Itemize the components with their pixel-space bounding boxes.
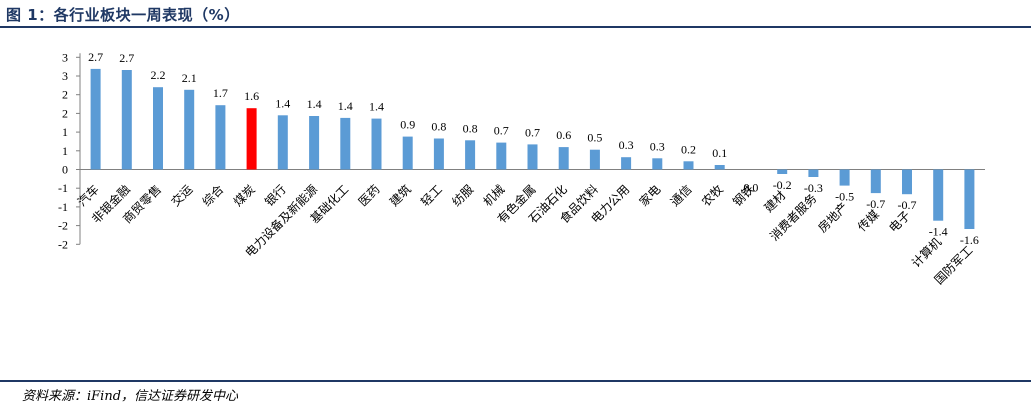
bar bbox=[277, 115, 288, 170]
category-label: 轻工 bbox=[418, 182, 445, 209]
y-tick-label: 2 bbox=[62, 88, 68, 102]
category-label: 综合 bbox=[199, 182, 227, 210]
bar bbox=[309, 116, 320, 170]
bar bbox=[340, 117, 351, 170]
data-label: 0.7 bbox=[494, 124, 509, 138]
data-label: 0.3 bbox=[619, 138, 634, 152]
bar bbox=[215, 105, 226, 170]
data-label: 0.6 bbox=[556, 128, 571, 142]
y-tick-label: 3 bbox=[62, 50, 68, 64]
y-tick-label: -1 bbox=[58, 181, 68, 195]
data-label: -0.7 bbox=[866, 197, 885, 211]
bars bbox=[90, 68, 975, 229]
data-label: 0.9 bbox=[400, 118, 415, 132]
data-label: 1.6 bbox=[244, 89, 259, 103]
category-label: 通信 bbox=[668, 182, 695, 209]
category-label: 建筑 bbox=[386, 182, 414, 210]
data-label: 0.3 bbox=[650, 139, 665, 153]
bar bbox=[683, 161, 694, 170]
data-label: 1.4 bbox=[275, 96, 290, 110]
category-label: 电子 bbox=[886, 208, 913, 235]
data-label: -0.3 bbox=[804, 181, 823, 195]
bar bbox=[90, 68, 101, 170]
bar bbox=[371, 118, 382, 170]
bar bbox=[246, 108, 257, 170]
y-tick-label: 0 bbox=[62, 163, 68, 177]
y-tick-label: 1 bbox=[62, 144, 68, 158]
y-tick-label: -2 bbox=[58, 219, 68, 233]
data-label: 2.1 bbox=[182, 71, 197, 85]
bar bbox=[714, 165, 725, 170]
data-label: 0.7 bbox=[525, 125, 540, 139]
data-label: -1.6 bbox=[960, 233, 979, 247]
y-tick-label: 2 bbox=[62, 106, 68, 120]
data-label: -0.7 bbox=[898, 198, 917, 212]
category-label: 计算机 bbox=[908, 234, 944, 270]
data-label: 1.4 bbox=[369, 100, 384, 114]
bar bbox=[589, 149, 600, 170]
data-label: 0.8 bbox=[463, 121, 478, 135]
category-label: 机械 bbox=[480, 182, 508, 210]
bar bbox=[964, 169, 975, 229]
data-label: 2.7 bbox=[88, 50, 103, 64]
y-tick-label: 1 bbox=[62, 125, 68, 139]
bar bbox=[121, 70, 132, 170]
data-label: 0.8 bbox=[431, 120, 446, 134]
bar bbox=[933, 169, 944, 221]
data-label: 0.1 bbox=[712, 146, 727, 160]
bar-chart: 3 3 2 2 1 1 0 -1 -1 -2 -2 2.7 2.7 2.2 2.1 1.7 1.6 1.4 1.4… bbox=[58, 50, 985, 287]
bar bbox=[496, 142, 507, 170]
data-label: 1.4 bbox=[338, 99, 353, 113]
source-note: 资料来源：iFind，信达证券研发中心 bbox=[22, 389, 239, 404]
category-label: 汽车 bbox=[74, 182, 102, 210]
bar bbox=[153, 87, 163, 170]
data-label: 0.2 bbox=[681, 142, 696, 156]
y-tick-label: -2 bbox=[58, 237, 68, 251]
bar bbox=[777, 169, 788, 174]
y-axis: 3 3 2 2 1 1 0 -1 -1 -2 -2 bbox=[58, 50, 985, 251]
data-label: 2.7 bbox=[119, 51, 134, 65]
bar bbox=[808, 169, 819, 177]
bar bbox=[433, 138, 444, 170]
bar bbox=[527, 144, 538, 170]
category-label: 医药 bbox=[356, 182, 383, 209]
category-label: 煤炭 bbox=[231, 182, 258, 209]
bar bbox=[621, 157, 632, 170]
bottom-rule bbox=[0, 380, 1031, 382]
data-labels: 2.7 2.7 2.2 2.1 1.7 1.6 1.4 1.4 1.4 1.4 0.9 0.8 0.8 0… bbox=[88, 50, 979, 247]
bar bbox=[184, 89, 195, 170]
category-label: 银行 bbox=[262, 182, 289, 209]
bar bbox=[902, 169, 912, 195]
category-label: 房地产 bbox=[815, 199, 851, 235]
category-label: 建材 bbox=[761, 188, 788, 215]
bar bbox=[402, 136, 413, 170]
top-rule bbox=[0, 26, 1031, 28]
data-label: 0.5 bbox=[587, 131, 602, 145]
category-label: 家电 bbox=[636, 182, 664, 210]
data-label: -0.2 bbox=[773, 178, 792, 192]
bar bbox=[870, 169, 881, 194]
category-label: 交运 bbox=[168, 182, 196, 210]
data-label: 1.7 bbox=[213, 86, 228, 100]
category-label: 纺服 bbox=[449, 182, 476, 209]
data-label: -0.5 bbox=[835, 190, 854, 204]
chart-title: 图 1：各行业板块一周表现（%） bbox=[6, 6, 240, 24]
bar bbox=[465, 140, 476, 170]
data-label: -1.4 bbox=[929, 225, 948, 239]
data-label: 1.4 bbox=[307, 97, 322, 111]
data-label: 2.2 bbox=[151, 68, 166, 82]
y-tick-label: 3 bbox=[62, 69, 68, 83]
bar bbox=[839, 169, 850, 186]
bar bbox=[652, 158, 663, 170]
category-label: 农牧 bbox=[699, 182, 726, 209]
y-tick-label: -1 bbox=[58, 200, 68, 214]
bar bbox=[558, 147, 569, 170]
data-label: 0.0 bbox=[743, 181, 758, 195]
